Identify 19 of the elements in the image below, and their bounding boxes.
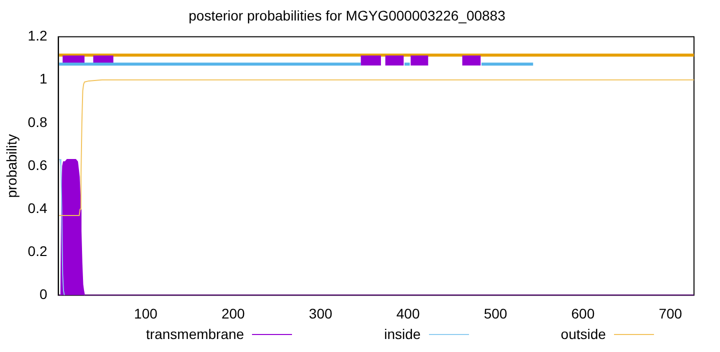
y-tick-label: 0.6 xyxy=(28,156,48,173)
y-axis-title: probability xyxy=(3,134,20,198)
x-tick-label: 100 xyxy=(134,305,158,322)
x-tick-label: 600 xyxy=(571,305,595,322)
x-tick-label: 400 xyxy=(396,305,420,322)
y-tick-label: 1 xyxy=(39,70,48,87)
x-tick-label: 200 xyxy=(221,305,246,322)
y-tick-label: 1.2 xyxy=(28,28,48,44)
y-tick-label: 0.4 xyxy=(28,200,48,216)
legend-label: inside xyxy=(384,326,421,342)
y-tick-label: 0 xyxy=(39,286,48,302)
chart-title: posterior probabilities for MGYG000003226_00883 xyxy=(188,7,506,24)
x-tick-label: 500 xyxy=(484,305,508,322)
x-tick-label: 300 xyxy=(308,305,332,322)
y-tick-label: 0.8 xyxy=(28,114,48,130)
legend-label: outside xyxy=(560,326,606,342)
x-tick-label: 700 xyxy=(658,305,682,322)
y-tick-label: 0.2 xyxy=(28,242,48,259)
legend-label: transmembrane xyxy=(146,326,244,342)
